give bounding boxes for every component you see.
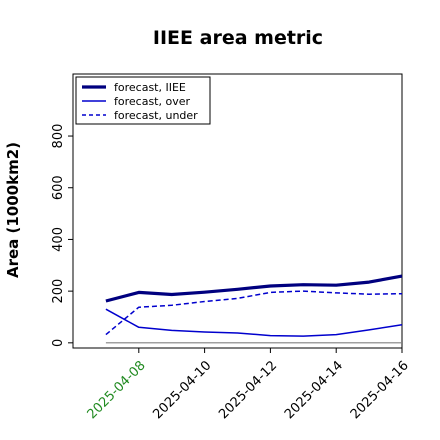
legend-label: forecast, IIEE bbox=[114, 81, 186, 94]
legend-label: forecast, over bbox=[114, 95, 190, 108]
y-tick-label: 600 bbox=[51, 175, 66, 200]
y-tick-label: 400 bbox=[51, 227, 66, 252]
chart-title: IIEE area metric bbox=[153, 27, 323, 49]
plot-frame bbox=[72, 73, 403, 349]
y-tick-label: 200 bbox=[51, 279, 66, 304]
series-line-2 bbox=[105, 308, 403, 337]
x-axis: 2025-04-08 2025-04-10 2025-04-12 2025-04-14… bbox=[85, 348, 412, 422]
y-axis-label: Area (1000km2) bbox=[4, 142, 22, 278]
x-tick-label: 2025-04-16 bbox=[348, 358, 412, 422]
series-line-3 bbox=[105, 290, 403, 336]
x-tick-label: 2025-04-10 bbox=[150, 358, 214, 422]
x-tick-label: 2025-04-08 bbox=[85, 358, 149, 422]
x-tick-label: 2025-04-12 bbox=[216, 358, 280, 422]
x-tick-label: 2025-04-14 bbox=[282, 358, 346, 422]
legend-label: forecast, under bbox=[114, 109, 198, 122]
series-line-1 bbox=[105, 274, 403, 303]
y-tick-label: 0 bbox=[51, 339, 66, 347]
y-axis: 0 200 400 600 800 bbox=[51, 124, 73, 347]
plot-lines bbox=[105, 274, 403, 344]
y-tick-label: 800 bbox=[51, 124, 66, 149]
